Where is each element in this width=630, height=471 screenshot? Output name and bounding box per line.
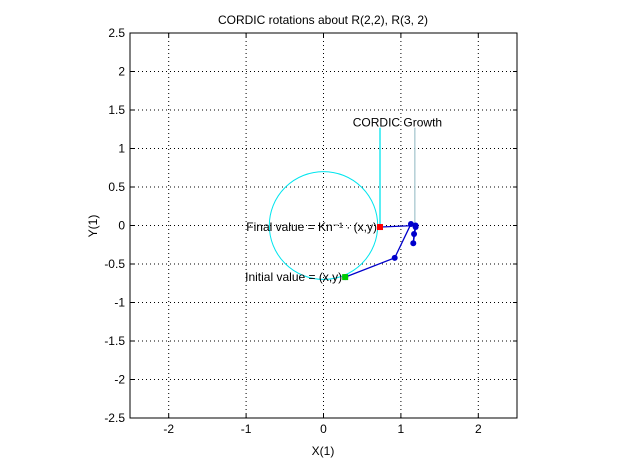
cordic-point xyxy=(391,254,398,261)
y-tick-label: 0 xyxy=(118,219,125,233)
y-tick-label: 2 xyxy=(118,65,125,79)
chart-title: CORDIC rotations about R(2,2), R(3, 2) xyxy=(218,13,428,27)
initial-value-label: Initial value = (x,y) xyxy=(245,270,342,284)
grid xyxy=(130,33,517,418)
final-value-label: Final value = Kn⁻¹ · (x,y) xyxy=(246,220,377,234)
y-tick-label: -2 xyxy=(114,373,125,387)
x-tick-label: 0 xyxy=(320,422,327,436)
x-tick-label: -1 xyxy=(241,422,252,436)
x-axis-label: X(1) xyxy=(312,444,335,458)
ticks: -2 -1 0 1 2 2.5 2 1.5 1 0.5 0 -0.5 -1 -1.5 -2 -2.5 xyxy=(104,26,517,436)
marks xyxy=(268,127,419,281)
y-tick-label: 1.5 xyxy=(108,103,125,117)
x-tick-label: 1 xyxy=(398,422,405,436)
cordic-point xyxy=(407,220,414,227)
y-tick-label: 1 xyxy=(118,142,125,156)
y-tick-label: -0.5 xyxy=(104,257,125,271)
y-axis-label: Y(1) xyxy=(86,215,100,238)
x-tick-label: -2 xyxy=(163,422,174,436)
growth-label: CORDIC Growth xyxy=(353,116,442,130)
cordic-point xyxy=(410,240,417,247)
x-tick-label: 2 xyxy=(475,422,482,436)
cordic-point xyxy=(412,222,419,229)
y-tick-label: 2.5 xyxy=(108,26,125,40)
y-tick-label: -1.5 xyxy=(104,334,125,348)
y-tick-label: 0.5 xyxy=(108,180,125,194)
final-point xyxy=(377,224,384,231)
y-tick-label: -2.5 xyxy=(104,411,125,425)
cordic-point xyxy=(411,230,418,237)
y-tick-label: -1 xyxy=(114,296,125,310)
initial-point xyxy=(342,274,349,281)
